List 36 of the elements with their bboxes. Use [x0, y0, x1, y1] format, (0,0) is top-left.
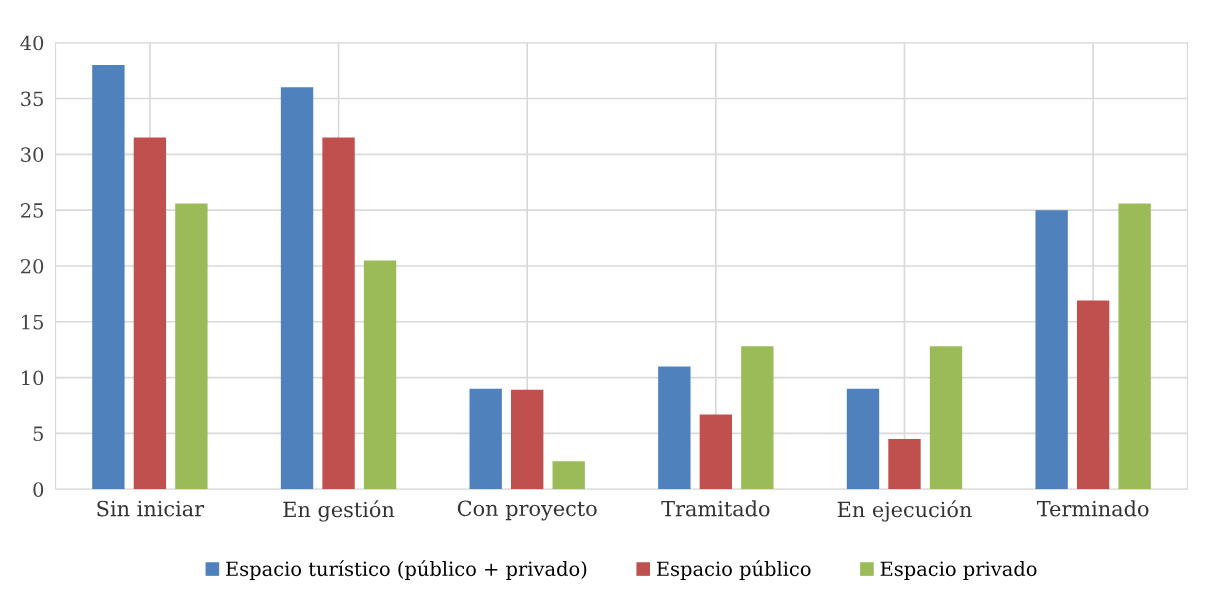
bar	[929, 346, 963, 490]
x-tick-label: Con proyecto	[457, 500, 597, 521]
bar	[175, 203, 208, 490]
x-tick-label: Terminado	[1036, 500, 1149, 517]
bar	[552, 461, 585, 490]
bar	[741, 346, 774, 490]
y-tick-label: 25	[21, 203, 43, 218]
x-tick-label: Sin iniciar	[97, 500, 205, 517]
y-tick-label: 35	[21, 91, 43, 107]
legend-label: Espacio público	[656, 560, 811, 580]
x-tick-label: Tramitado	[661, 500, 770, 517]
y-tick-label: 40	[20, 35, 44, 51]
bar	[92, 65, 125, 490]
bar	[280, 87, 314, 490]
legend-label: Espacio privado	[880, 561, 1037, 580]
y-tick-label: 15	[22, 314, 43, 330]
bar	[658, 366, 691, 490]
bar	[1035, 210, 1068, 490]
y-tick-label: 10	[22, 370, 44, 386]
bar	[1118, 203, 1151, 490]
y-tick-label: 20	[21, 258, 44, 274]
bar	[846, 388, 880, 490]
bar	[888, 438, 921, 490]
y-tick-label: 0	[33, 482, 44, 497]
bar	[1076, 300, 1110, 490]
legend-label: Espacio turístico (público + privado)	[226, 560, 587, 580]
x-tick-label: En gestión	[283, 500, 395, 522]
y-tick-label: 30	[21, 147, 44, 162]
bar	[469, 388, 502, 490]
bar	[511, 389, 544, 490]
y-tick-label: 5	[33, 426, 43, 442]
bar	[699, 414, 733, 490]
x-tick-label: En ejecución	[837, 500, 972, 522]
bar	[322, 137, 355, 490]
bar	[133, 137, 167, 490]
bar	[363, 260, 397, 490]
